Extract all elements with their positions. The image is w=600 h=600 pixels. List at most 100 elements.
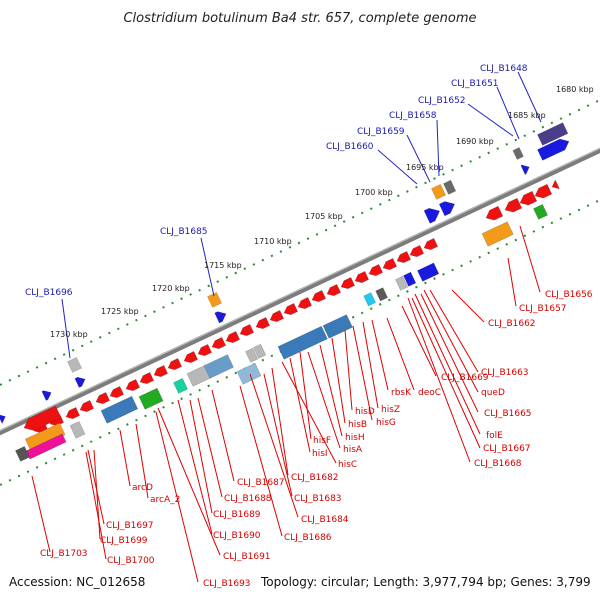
gene-label-b1691: CLJ_B1691 <box>223 552 271 562</box>
gene-label-hisI: hisI <box>312 449 328 459</box>
accession-text: Accession: NC_012658 <box>9 575 145 589</box>
gene-label-b1689: CLJ_B1689 <box>213 510 261 520</box>
leader-line <box>423 289 479 393</box>
leader-line <box>386 317 415 391</box>
leader-line <box>371 319 389 391</box>
gene-red-upper <box>368 264 384 277</box>
gene-label-hisD: hisD <box>355 407 375 417</box>
gene-red-upper <box>326 284 342 297</box>
gene-red-upper <box>139 372 155 385</box>
gene-label-folE: folE <box>486 431 503 441</box>
leader-lines <box>31 71 542 583</box>
leader-line <box>197 397 223 498</box>
leader-line <box>61 298 71 359</box>
gene-label-b1686: CLJ_B1686 <box>284 533 332 543</box>
gene-lower <box>69 421 86 439</box>
gene-label-b1688: CLJ_B1688 <box>224 494 272 504</box>
gene-label-b1687: CLJ_B1687 <box>237 478 285 488</box>
scale-labels: 1680 kbp 1685 kbp 1690 kbp 1695 kbp 1700… <box>50 85 594 339</box>
gene-lower <box>236 362 262 385</box>
leader-line <box>496 86 520 140</box>
gene-lower <box>253 343 267 359</box>
gene-red-upper <box>340 277 356 290</box>
gene-label-b1669: CLJ_B1669 <box>441 373 489 383</box>
gene-label-arcA_2: arcA_2 <box>150 495 180 505</box>
gene-label-b1662: CLJ_B1662 <box>488 319 536 329</box>
leader-line <box>331 337 346 424</box>
gene-label-b1700: CLJ_B1700 <box>107 556 155 566</box>
gene-lower <box>24 422 66 452</box>
leader-line <box>31 475 51 553</box>
gene-lower <box>403 271 417 287</box>
gene-lower <box>203 354 234 379</box>
leader-line <box>271 367 289 476</box>
gene-red-upper <box>283 303 299 316</box>
leader-line <box>517 71 542 123</box>
leader-line <box>281 361 337 464</box>
scale-label-1725: 1725 kbp <box>101 307 139 316</box>
leader-line <box>352 325 373 421</box>
leader-line <box>211 389 235 482</box>
gene-gray <box>67 356 82 373</box>
gene-label-b1667: CLJ_B1667 <box>483 444 531 454</box>
leader-line <box>401 305 437 377</box>
gene-purple <box>537 122 569 146</box>
gene-red-upper <box>382 258 398 271</box>
leader-line <box>289 357 311 453</box>
gene-blue <box>41 390 52 401</box>
inner-tick-track <box>0 199 600 486</box>
leader-line <box>239 385 283 537</box>
upper-strand-genes <box>0 122 570 434</box>
gene-label-b1682: CLJ_B1682 <box>291 473 339 483</box>
gene-label-b1651: CLJ_B1651 <box>451 79 499 89</box>
leader-line <box>362 321 379 409</box>
leader-line <box>249 373 299 518</box>
gene-lower <box>245 347 259 363</box>
gene-blue <box>438 201 456 217</box>
leader-line <box>519 225 541 293</box>
leader-line <box>135 423 149 499</box>
gene-red-upper <box>297 297 313 310</box>
leader-line <box>119 429 131 487</box>
gene-label-b1658: CLJ_B1658 <box>389 111 437 121</box>
gene-orange <box>431 183 446 200</box>
gene-red-upper <box>269 310 285 323</box>
gene-label-b1699: CLJ_B1699 <box>100 536 148 546</box>
gene-label-b1657: CLJ_B1657 <box>519 304 567 314</box>
gene-lower <box>322 314 353 339</box>
gene-blue <box>423 208 441 224</box>
gene-lower <box>395 275 409 291</box>
gene-label-b1652: CLJ_B1652 <box>418 96 466 106</box>
leader-line <box>200 237 215 297</box>
scale-label-1715: 1715 kbp <box>204 261 242 270</box>
gene-red-upper <box>519 190 538 206</box>
gene-red-upper <box>396 251 412 264</box>
gene-lower <box>363 292 376 307</box>
leader-line <box>319 344 343 437</box>
leader-line <box>411 297 481 449</box>
gene-red-upper <box>211 337 227 350</box>
gene-lower <box>481 221 514 247</box>
leader-line <box>85 451 107 560</box>
gene-red-upper <box>311 290 327 303</box>
gene-blue <box>214 311 227 324</box>
gene-gray <box>443 179 457 195</box>
gene-label-b1648: CLJ_B1648 <box>480 64 528 74</box>
leader-line <box>451 289 485 323</box>
leader-line <box>189 399 213 514</box>
gene-red-upper <box>225 331 241 344</box>
gene-red-upper <box>409 245 425 258</box>
gene-label-b1683: CLJ_B1683 <box>294 494 342 504</box>
scale-label-1720: 1720 kbp <box>152 284 190 293</box>
chromosome-backbone <box>0 147 600 436</box>
gene-lower <box>533 203 548 220</box>
gene-red-upper <box>95 392 111 405</box>
gene-red-upper <box>239 324 255 337</box>
gene-lower <box>15 445 30 462</box>
leader-line <box>263 373 293 497</box>
gene-label-b1703: CLJ_B1703 <box>40 549 88 559</box>
gene-blue <box>537 138 570 161</box>
scale-label-1705: 1705 kbp <box>305 212 343 221</box>
gene-label-b1696: CLJ_B1696 <box>25 288 73 298</box>
